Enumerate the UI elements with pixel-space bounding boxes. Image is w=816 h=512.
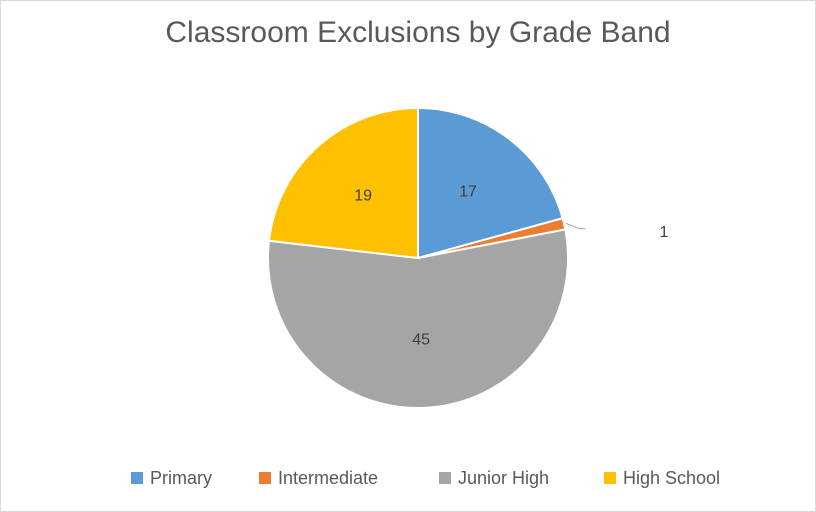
legend-swatch — [439, 472, 451, 484]
data-label: 17 — [459, 184, 477, 201]
legend-label: Primary — [150, 468, 212, 488]
legend-swatch — [131, 472, 143, 484]
pie-slice — [267, 228, 569, 409]
legend-label: Junior High — [458, 468, 549, 488]
chart-title: Classroom Exclusions by Grade Band — [165, 16, 670, 49]
pie-slice — [267, 106, 419, 260]
data-label: 45 — [412, 332, 430, 349]
data-label: 19 — [354, 188, 372, 205]
legend-swatch — [604, 472, 616, 484]
legend-swatch — [259, 472, 271, 484]
leader-line — [565, 222, 586, 230]
pie-slice — [417, 106, 564, 260]
legend-label: High School — [623, 468, 720, 488]
data-label: 1 — [660, 224, 669, 241]
legend-label: Intermediate — [278, 468, 378, 488]
